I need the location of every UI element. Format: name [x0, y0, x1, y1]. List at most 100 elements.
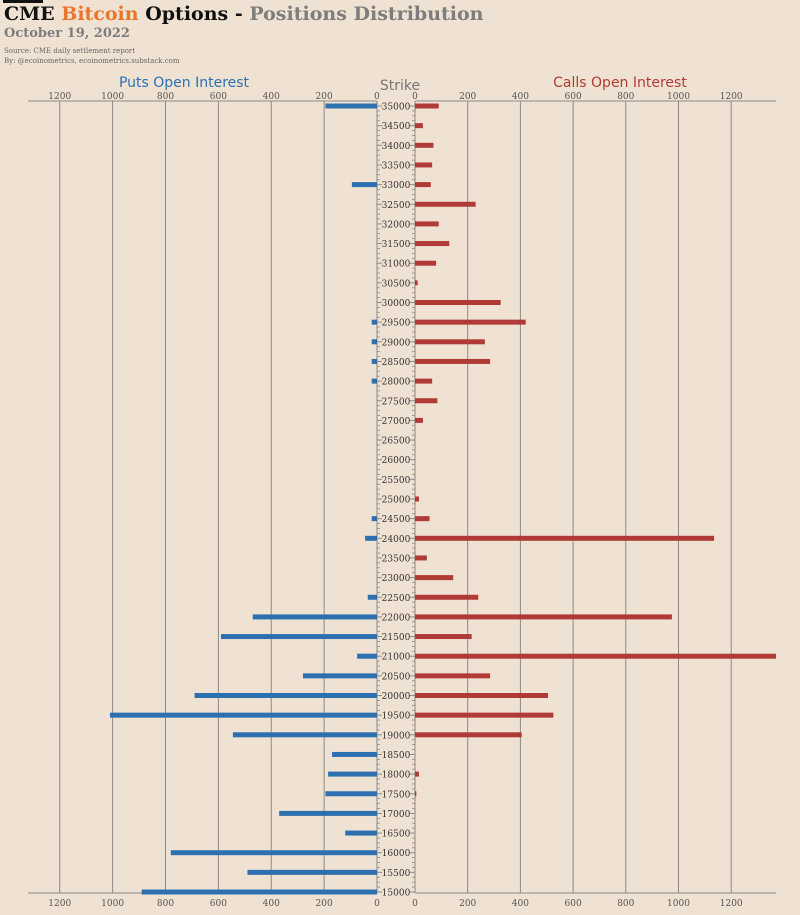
put-bar [325, 103, 377, 109]
put-bar [357, 653, 377, 659]
call-bar [415, 162, 433, 168]
call-bar [415, 319, 526, 325]
calls-tick-bottom: 800 [617, 899, 634, 909]
strike-label: 15500 [382, 869, 411, 879]
strike-label: 28500 [382, 358, 411, 368]
title-cme: CME [4, 3, 55, 25]
top-mark [3, 0, 43, 3]
calls-tick-top: 800 [617, 92, 634, 102]
strike-label: 35000 [382, 103, 411, 113]
calls-tick-bottom: 1000 [667, 899, 690, 909]
strike-label: 19500 [382, 712, 411, 722]
puts-tick-top: 800 [157, 92, 174, 102]
strike-label: 30500 [382, 279, 411, 289]
strike-label: 32500 [382, 201, 411, 211]
put-bar [232, 732, 377, 738]
strike-label: 16000 [382, 849, 411, 859]
strike-label: 30000 [382, 299, 411, 309]
call-bar [415, 575, 454, 581]
call-bar [415, 123, 423, 129]
strike-label: 24000 [382, 535, 411, 545]
put-bar [371, 378, 377, 384]
title-rest: Positions Distribution [249, 3, 484, 25]
puts-tick-top: 1000 [101, 92, 124, 102]
put-bar [141, 889, 377, 895]
put-bar [221, 634, 377, 640]
puts-tick-bottom: 600 [210, 899, 227, 909]
strike-label: 26500 [382, 437, 411, 447]
calls-tick-bottom: 600 [565, 899, 582, 909]
put-bar [351, 182, 377, 188]
calls-tick-top: 400 [512, 92, 529, 102]
put-bar [109, 712, 377, 718]
call-bar [415, 260, 437, 266]
strike-label: 26000 [382, 456, 411, 466]
puts-tick-bottom: 200 [316, 899, 333, 909]
call-bar [415, 634, 472, 640]
put-bar [332, 751, 377, 757]
report-date: October 19, 2022 [4, 26, 130, 41]
calls-tick-bottom: 0 [412, 899, 418, 909]
puts-tick-top: 1200 [48, 92, 71, 102]
puts-tick-top: 600 [210, 92, 227, 102]
put-bar [328, 771, 377, 777]
put-bar [247, 869, 377, 875]
call-bar [415, 653, 776, 659]
puts-tick-top: 400 [263, 92, 280, 102]
call-bar [415, 732, 522, 738]
calls-tick-top: 200 [459, 92, 476, 102]
strike-label: 19000 [382, 731, 411, 741]
strike-label: 33500 [382, 161, 411, 171]
strike-label: 18000 [382, 771, 411, 781]
puts-tick-bottom: 1200 [48, 899, 71, 909]
strike-label: 34500 [382, 122, 411, 132]
puts-tick-bottom: 0 [374, 899, 380, 909]
title-bitcoin: Bitcoin [61, 3, 139, 25]
strike-label: 32000 [382, 220, 411, 230]
strike-label: 34000 [382, 142, 411, 152]
put-bar [194, 693, 377, 698]
strike-label: 22000 [382, 613, 411, 623]
strike-label: 21000 [382, 653, 411, 663]
put-bar [371, 516, 377, 522]
calls-tick-top: 0 [412, 92, 418, 102]
strike-label: 27500 [382, 397, 411, 407]
call-bar [415, 300, 501, 305]
puts-tick-bottom: 800 [157, 899, 174, 909]
strike-label: 24500 [382, 515, 411, 525]
calls-tick-bottom: 1200 [720, 899, 743, 909]
puts-tick-bottom: 1000 [101, 899, 124, 909]
put-bar [371, 319, 377, 325]
call-bar [415, 201, 476, 207]
put-bar [252, 614, 377, 620]
strike-label: 25000 [382, 496, 411, 506]
call-bar [415, 358, 491, 364]
strike-label: 15000 [382, 889, 411, 899]
strike-label: 33000 [382, 181, 411, 191]
put-bar [371, 358, 377, 364]
strike-label: 29500 [382, 319, 411, 329]
calls-header: Calls Open Interest [553, 75, 687, 91]
put-bar [170, 850, 377, 856]
call-bar [415, 221, 439, 227]
call-bar [415, 496, 419, 502]
strike-label: 29000 [382, 338, 411, 348]
call-bar [415, 791, 417, 797]
calls-tick-top: 600 [565, 92, 582, 102]
strike-label: 25500 [382, 476, 411, 486]
strike-label: 28000 [382, 378, 411, 388]
strike-label: 18500 [382, 751, 411, 761]
call-bar [415, 182, 431, 188]
call-bar [415, 555, 427, 561]
calls-tick-bottom: 400 [512, 899, 529, 909]
strike-label: 17000 [382, 810, 411, 820]
strike-label: 20000 [382, 692, 411, 702]
puts-tick-top: 0 [374, 92, 380, 102]
source-note: Source: CME daily settlement report By: … [4, 46, 180, 66]
call-bar [415, 771, 419, 777]
strike-label: 20500 [382, 672, 411, 682]
call-bar [415, 516, 430, 522]
byline: By: @ecoinometrics, ecoinometrics.substa… [4, 57, 180, 65]
strike-label: 21500 [382, 633, 411, 643]
